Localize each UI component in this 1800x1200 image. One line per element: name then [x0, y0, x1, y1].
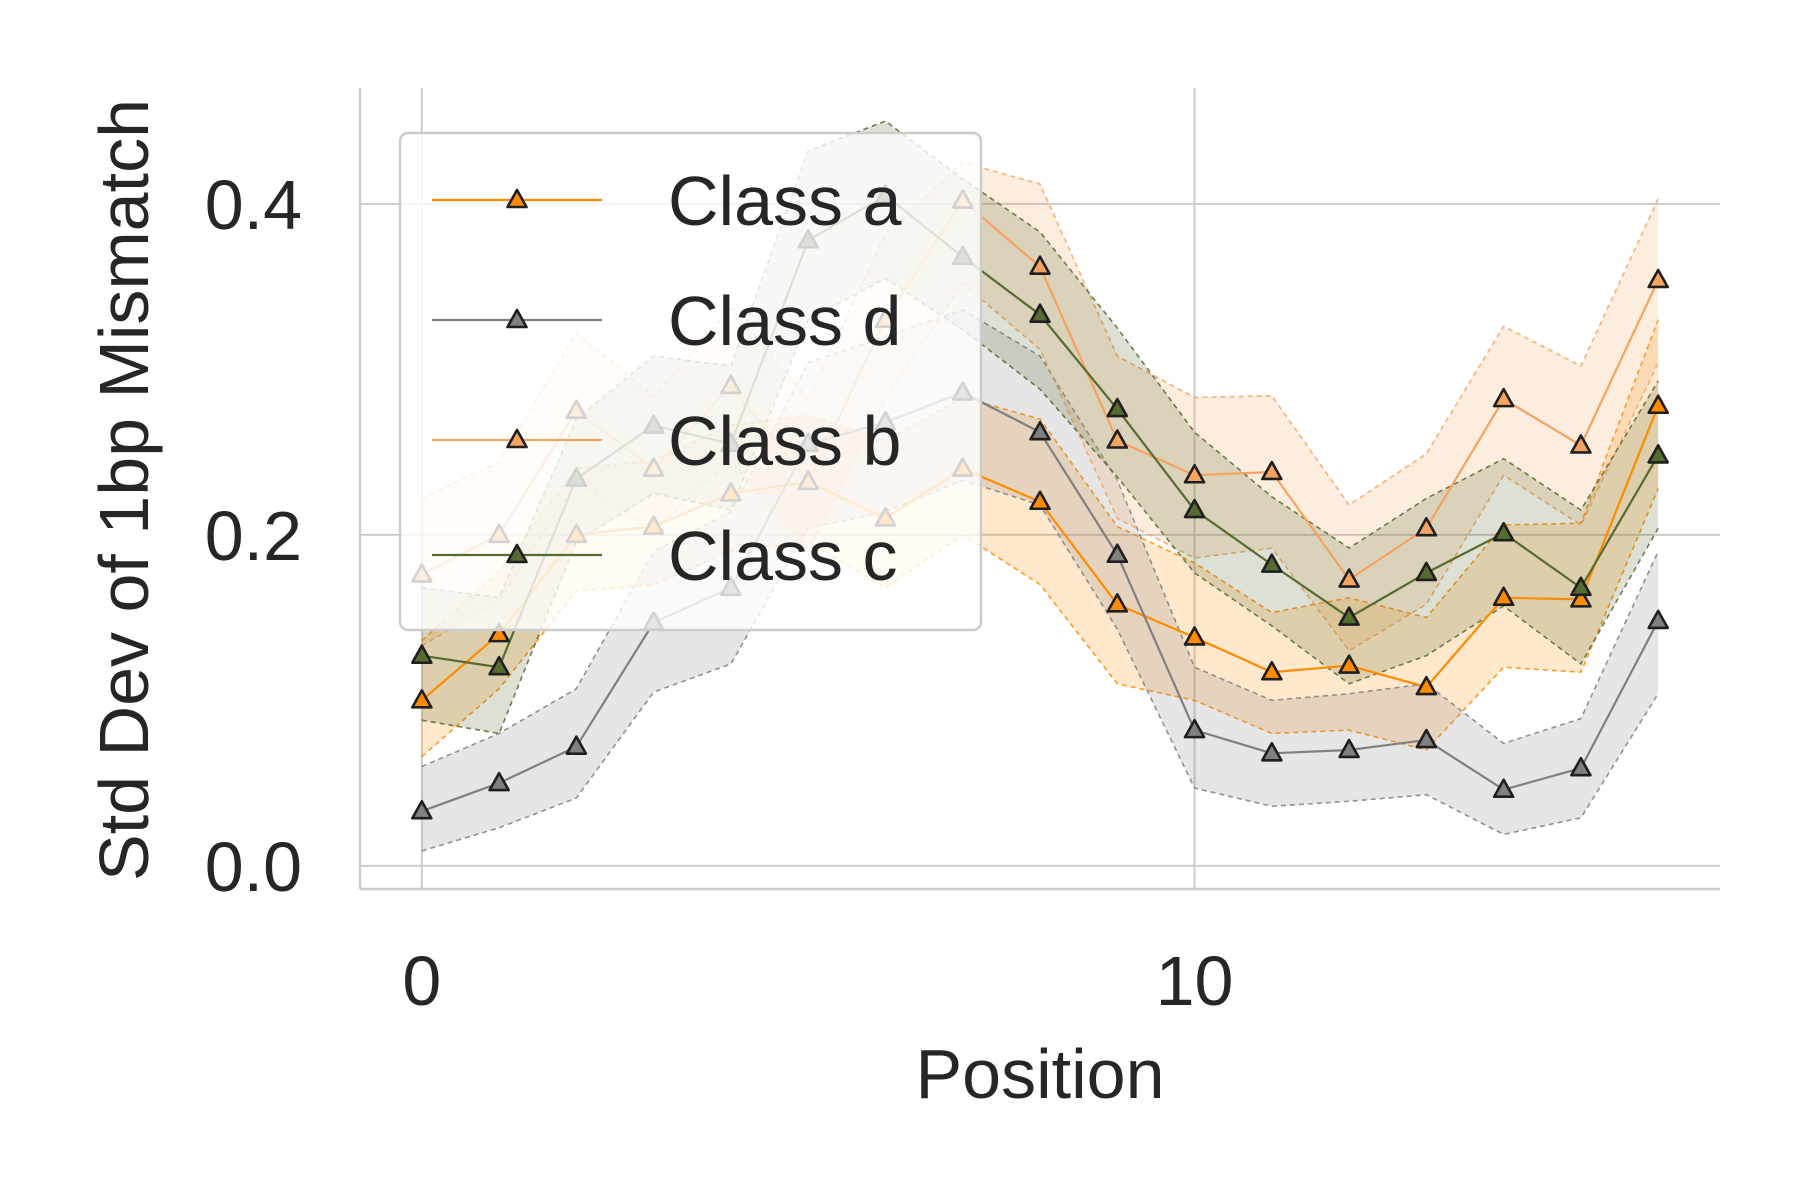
data-point [1647, 268, 1669, 289]
axes [358, 88, 1720, 891]
data-point [411, 689, 433, 709]
data-point [1338, 738, 1360, 759]
legend-marker [506, 188, 528, 209]
band-upper-edge [421, 308, 1659, 768]
legend: Class a Class d Class b Class c [398, 131, 983, 632]
data-point [1029, 420, 1051, 441]
data-point [1183, 718, 1206, 739]
tick-labels: 0 10 0.0 0.2 0.4 [205, 166, 1234, 1020]
y-tick-label: 0.0 [205, 828, 302, 906]
data-point [1106, 593, 1129, 613]
data-point [1415, 675, 1438, 696]
legend-box [398, 131, 983, 632]
data-point [1570, 576, 1592, 597]
data-point [1029, 303, 1051, 324]
data-point [1415, 516, 1438, 537]
data-point [1261, 553, 1283, 573]
data-point [1492, 778, 1515, 799]
data-point [1415, 561, 1438, 582]
data-point [1029, 490, 1051, 511]
y-tick-label: 0.2 [205, 497, 302, 575]
data-point [1261, 660, 1283, 681]
data-point [1570, 588, 1592, 608]
data-point [1183, 463, 1206, 484]
x-tick-label: 0 [402, 942, 441, 1020]
legend-label: Class d [668, 282, 901, 360]
data-point [1106, 543, 1129, 563]
data-point [411, 799, 433, 820]
band-upper-edge [421, 319, 1659, 642]
data-point [1106, 429, 1129, 449]
data-point [1261, 460, 1283, 481]
data-point [1261, 741, 1283, 762]
data-point [488, 771, 510, 792]
data-point [488, 655, 510, 676]
band-upper-edge [421, 161, 1659, 507]
data-point [1492, 586, 1515, 607]
data-point [1492, 387, 1515, 408]
data-point [411, 644, 433, 664]
data-point [1106, 397, 1129, 418]
legend-label: Class a [668, 162, 901, 240]
data-point [1570, 434, 1592, 454]
legend-marker [506, 308, 528, 329]
data-point [1183, 498, 1206, 519]
legend-label: Class b [668, 402, 901, 480]
data-point [1338, 568, 1360, 588]
confidence-band [421, 162, 1659, 651]
data-point [1492, 521, 1515, 542]
data-point [1415, 728, 1438, 749]
data-point [1647, 609, 1669, 630]
confidence-band [421, 309, 1659, 851]
data-point [1029, 255, 1051, 276]
y-tick-label: 0.4 [205, 166, 302, 244]
data-point [1338, 606, 1360, 626]
data-point [565, 735, 588, 755]
data-point [1647, 444, 1669, 464]
data-point [1570, 756, 1592, 777]
data-point [1647, 394, 1669, 415]
x-tick-label: 10 [1156, 942, 1234, 1020]
legend-marker [506, 543, 528, 564]
x-axis-label: Position [915, 1035, 1164, 1113]
data-point [1183, 626, 1206, 646]
data-point [1338, 654, 1360, 674]
legend-marker [506, 428, 528, 449]
y-axis-label: Std Dev of 1bp Mismatch [85, 99, 163, 881]
data-point [488, 622, 510, 643]
legend-label: Class c [668, 517, 897, 595]
